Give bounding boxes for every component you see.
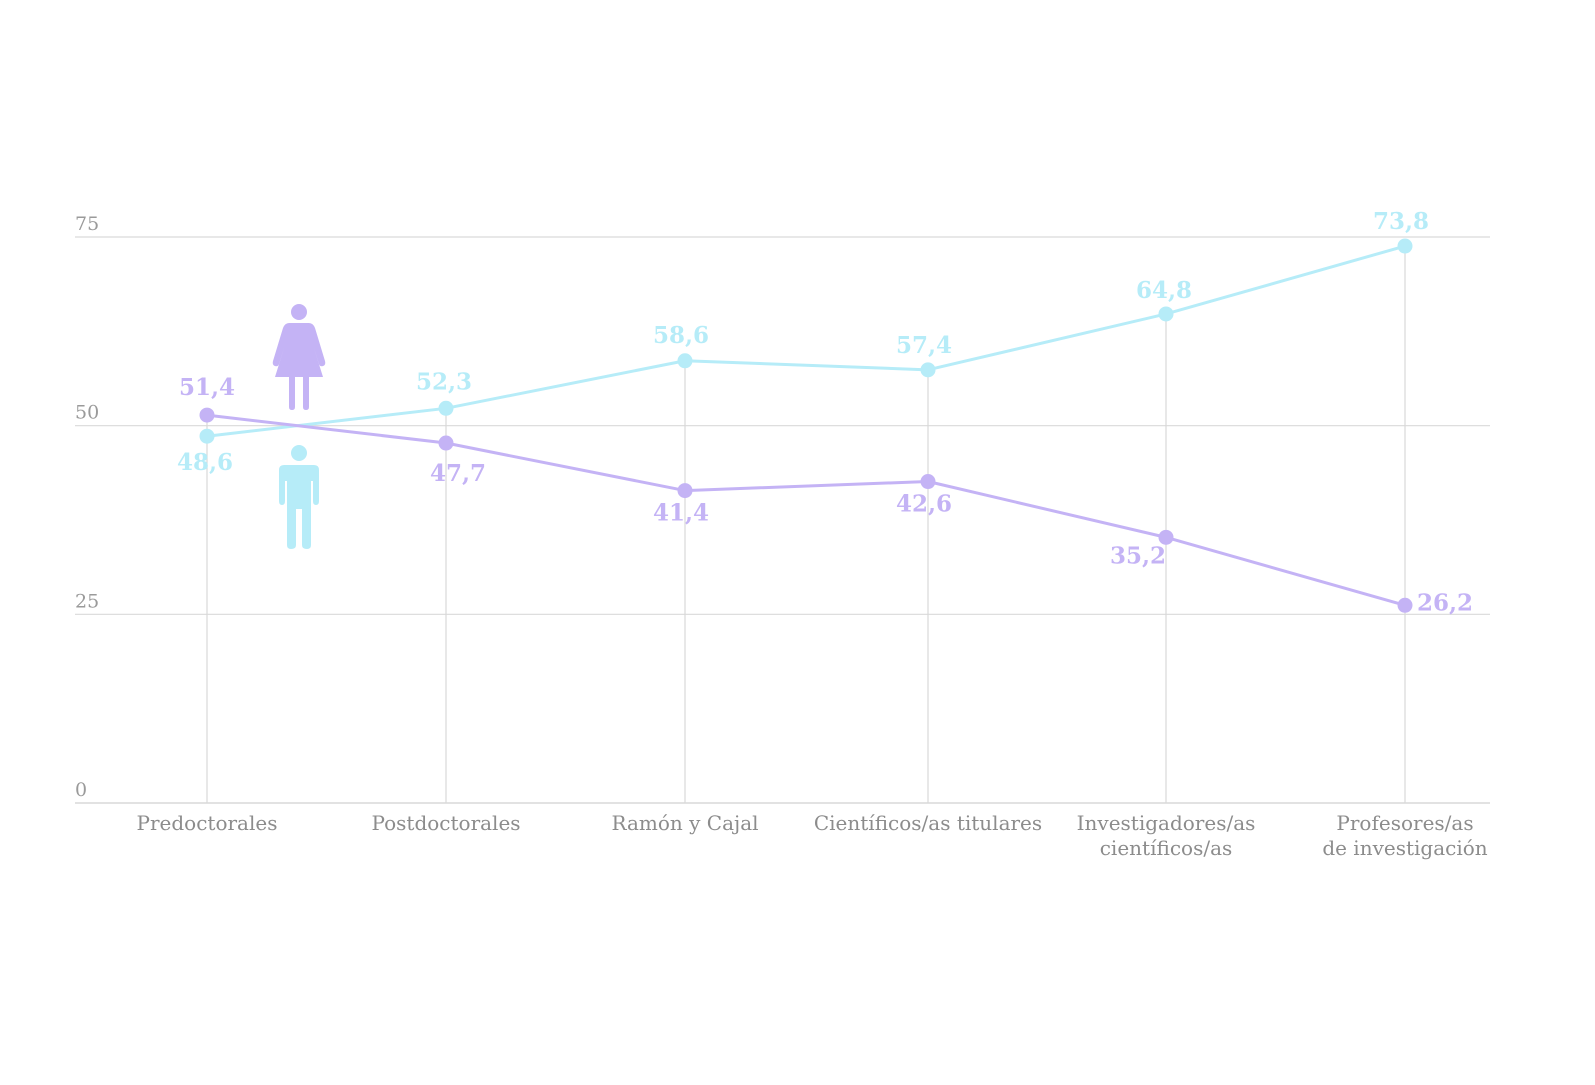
y-tick-label: 50 [75, 402, 99, 424]
series-line-women [206, 413, 1406, 607]
x-category-label: de investigación [1322, 836, 1487, 860]
point-men [677, 353, 693, 369]
x-axis-labels: Predoctorales Postdoctorales Ramón y Cajal… [137, 811, 1488, 860]
point-men [1397, 238, 1413, 254]
data-label-women: 42,6 [896, 491, 952, 518]
data-label-men: 57,4 [896, 332, 952, 359]
point-women [1158, 529, 1174, 545]
x-category-label: Profesores/as [1336, 811, 1473, 835]
point-women [920, 474, 936, 490]
y-axis-ticks: 0 25 50 75 [75, 213, 99, 801]
data-label-women: 26,2 [1417, 589, 1473, 616]
x-category-label: Predoctorales [137, 811, 278, 835]
man-icon [279, 445, 319, 549]
y-tick-label: 25 [75, 590, 99, 612]
x-category-label: Científicos/as titulares [814, 811, 1042, 835]
point-women [199, 407, 215, 423]
data-label-men: 48,6 [177, 449, 233, 476]
x-category-label: Ramón y Cajal [611, 811, 758, 835]
point-women [1397, 597, 1413, 613]
gender-icons [272, 304, 326, 549]
x-category-label: Postdoctorales [371, 811, 520, 835]
x-category-label: científicos/as [1100, 836, 1233, 860]
y-tick-label: 75 [75, 213, 99, 235]
woman-icon [272, 304, 326, 410]
series-line-men [206, 244, 1406, 438]
value-labels: 48,6 52,3 58,6 57,4 64,8 73,8 51,4 47,7 41,4 42,6… [177, 208, 1473, 616]
point-men [920, 362, 936, 378]
grid-layer [75, 236, 1490, 804]
y-tick-label: 0 [75, 779, 87, 801]
data-label-women: 51,4 [179, 374, 235, 401]
point-women [677, 483, 693, 499]
data-label-men: 73,8 [1373, 208, 1429, 235]
point-men [1158, 306, 1174, 322]
data-label-men: 58,6 [653, 322, 709, 349]
data-label-men: 64,8 [1136, 277, 1192, 304]
x-category-label: Investigadores/as [1077, 811, 1256, 835]
data-label-women: 35,2 [1110, 542, 1166, 569]
point-men [199, 428, 215, 444]
point-men [438, 400, 454, 416]
data-label-women: 41,4 [653, 500, 709, 527]
series-layer [199, 238, 1413, 613]
data-label-women: 47,7 [430, 460, 486, 487]
data-label-men: 52,3 [416, 368, 472, 395]
point-women [438, 435, 454, 451]
